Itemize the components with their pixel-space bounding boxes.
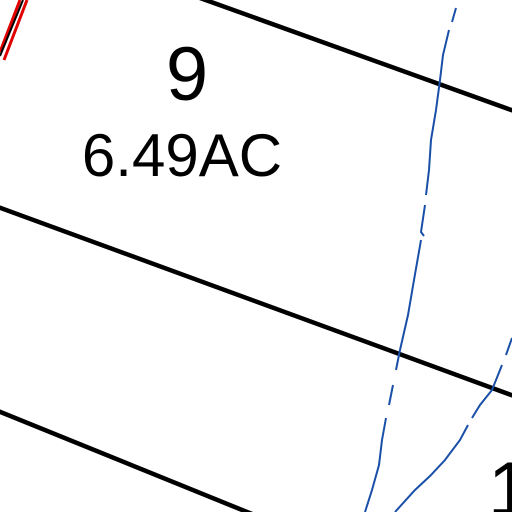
red-line (0, 0, 22, 53)
lot-line (0, 205, 512, 398)
red-boundary (0, 0, 29, 61)
lot-number: 9 (166, 32, 208, 117)
lot-line (0, 409, 253, 512)
lot-number: 1 (488, 447, 512, 512)
lot-line (199, 0, 512, 113)
red-line (2, 0, 29, 61)
boundary-line (0, 0, 24, 57)
lot-area: 6.49AC (82, 122, 282, 189)
creek (394, 337, 512, 512)
creek (364, 7, 457, 512)
creek-lines (364, 7, 512, 512)
